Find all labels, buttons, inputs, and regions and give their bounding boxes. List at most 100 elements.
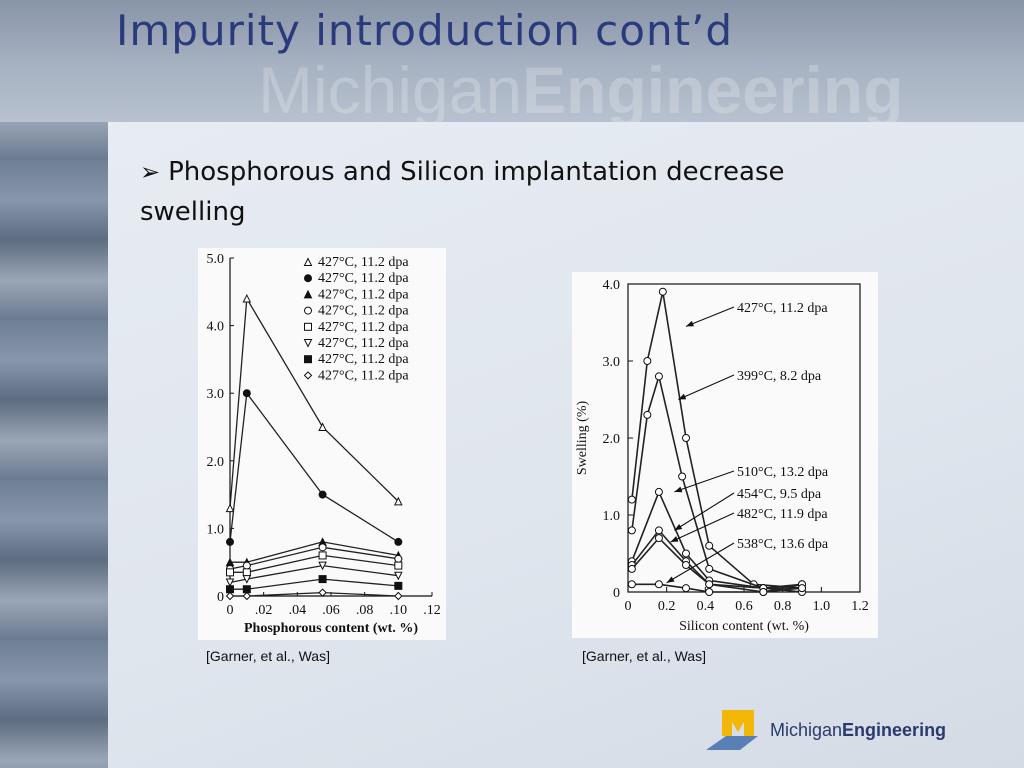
data-point [242, 389, 251, 398]
series-line [229, 296, 399, 509]
legend-marker [303, 257, 313, 266]
legend-label: 427°C, 11.2 dpa [318, 271, 409, 286]
right-citation: [Garner, et al., Was] [582, 648, 706, 664]
logo-wordmark: MichiganEngineering [770, 720, 947, 740]
data-point [394, 554, 403, 563]
data-point [643, 410, 652, 419]
silicon-chart: 0 1.0 2.0 3.0 4.0 0 0.2 0.4 0.6 0.8 1.0 1.2 Silicon … [572, 272, 878, 638]
legend-label: 427°C, 11.2 dpa [318, 287, 409, 302]
data-point [226, 585, 234, 594]
data-point [705, 588, 714, 596]
y-tick-label: 1.0 [207, 522, 225, 537]
x-tick-label: .10 [390, 603, 408, 618]
series-annotation: 399°C, 8.2 dpa [737, 369, 822, 384]
data-point [705, 580, 714, 589]
x-tick-label: .02 [255, 603, 273, 618]
series-line [230, 541, 399, 563]
annotation-arrow [678, 374, 735, 401]
y-tick-label: 3.0 [207, 387, 225, 402]
annotation-arrow [674, 470, 735, 493]
data-point [705, 564, 714, 573]
data-point [394, 561, 403, 570]
header-band [0, 0, 1024, 122]
x-tick-label: 0.4 [697, 599, 715, 614]
data-point [654, 372, 663, 381]
data-point [225, 578, 235, 588]
series-annotation: 454°C, 9.5 dpa [737, 487, 822, 502]
series-line [230, 554, 399, 573]
silicon-chart-svg: 0 1.0 2.0 3.0 4.0 0 0.2 0.4 0.6 0.8 1.0 1.2 Silicon … [575, 278, 869, 634]
x-tick-label: .06 [322, 603, 340, 618]
data-point [654, 534, 663, 543]
annotation-arrow [666, 542, 735, 584]
series-line [631, 529, 803, 589]
data-point [682, 561, 690, 570]
data-point [705, 541, 714, 550]
data-point [318, 551, 327, 560]
data-point [318, 543, 327, 552]
x-axis-label: Silicon content (wt. %) [679, 619, 809, 634]
x-tick-label: 0.2 [658, 599, 676, 614]
data-point [682, 434, 690, 442]
annotation-arrowhead [670, 536, 679, 542]
x-tick-label: 1.0 [813, 599, 831, 614]
data-point [682, 584, 690, 593]
data-point [242, 575, 252, 584]
annotation-arrowhead [674, 486, 683, 493]
series-line [631, 375, 803, 593]
series-annotation: 510°C, 13.2 dpa [737, 465, 829, 480]
y-tick-label: 3.0 [603, 355, 621, 370]
left-photo-strip [0, 0, 108, 768]
data-point [318, 422, 327, 431]
x-axis-label: Phosphorous content (wt. %) [244, 621, 418, 636]
series-line [230, 591, 399, 597]
annotation-arrow [670, 512, 735, 543]
y-tick-label: 0 [613, 586, 620, 601]
annotation-arrow [674, 492, 735, 531]
series-line [230, 578, 399, 590]
annotation-arrowhead [686, 320, 694, 327]
legend-marker [303, 289, 313, 299]
data-point [242, 591, 252, 601]
data-point [643, 357, 652, 365]
data-point [627, 526, 636, 535]
x-tick-label: .12 [423, 603, 441, 618]
data-point [394, 581, 403, 590]
data-point [242, 561, 251, 570]
series-annotation: 538°C, 13.6 dpa [737, 537, 829, 552]
x-tick-label: 0.8 [774, 599, 792, 614]
legend-label: 427°C, 11.2 dpa [318, 320, 409, 335]
legend-marker [304, 274, 312, 283]
legend-marker [304, 306, 312, 315]
data-point [627, 495, 636, 504]
data-point [318, 575, 327, 584]
data-point [318, 588, 327, 597]
data-point [394, 571, 403, 581]
data-point [394, 591, 403, 601]
data-point [225, 591, 235, 601]
annotation-arrowhead [674, 523, 683, 531]
data-point [759, 588, 768, 596]
legend-label: 427°C, 11.2 dpa [318, 336, 409, 351]
series-line [229, 564, 399, 584]
legend-marker [304, 322, 312, 331]
data-point [627, 580, 636, 589]
data-point [394, 496, 403, 506]
data-point [318, 561, 327, 571]
y-tick-label: 0 [217, 590, 224, 605]
legend-marker [303, 371, 313, 380]
series-annotation: 482°C, 11.9 dpa [737, 507, 828, 522]
data-point [318, 490, 327, 499]
x-tick-label: .08 [356, 603, 374, 618]
y-tick-label: 2.0 [603, 432, 621, 447]
y-tick-label: 1.0 [603, 509, 621, 524]
legend-marker [304, 355, 312, 364]
block-m-icon [706, 710, 758, 750]
legend-label: 427°C, 11.2 dpa [318, 352, 409, 367]
data-point [798, 584, 806, 593]
series-line [229, 546, 399, 570]
data-point [394, 537, 403, 546]
x-tick-label: 1.2 [851, 599, 869, 614]
data-point [654, 526, 663, 535]
data-point [658, 287, 667, 296]
